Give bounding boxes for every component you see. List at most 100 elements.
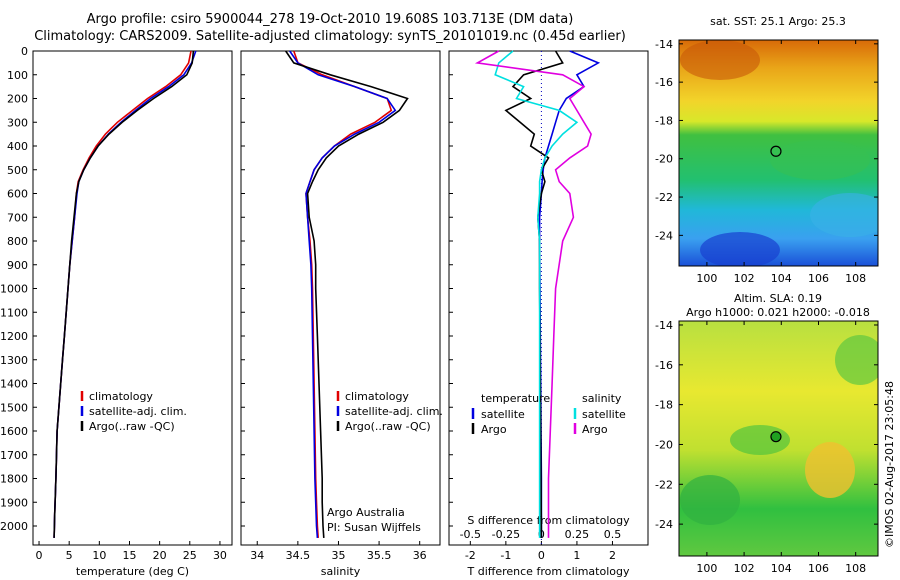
sst-map-patch (770, 140, 870, 180)
sst-map (678, 39, 879, 267)
legend-label: Argo (481, 423, 507, 436)
map-lon-label: 104 (771, 272, 792, 285)
series-line (285, 50, 409, 538)
depth-tick-label: 0 (21, 45, 28, 58)
x-tick-label: 35.5 (367, 549, 392, 562)
depth-tick-label: 200 (7, 93, 28, 106)
map-lat-label: -20 (655, 438, 673, 451)
depth-tick-label: 700 (7, 211, 28, 224)
x-tick-label: 1 (573, 549, 580, 562)
series-line (289, 50, 397, 538)
depth-tick-label: 1700 (0, 449, 28, 462)
depth-tick-label: 2000 (0, 520, 28, 533)
s-tick-label: 0.5 (604, 528, 622, 541)
depth-tick-label: 1500 (0, 401, 28, 414)
series-line (53, 50, 192, 538)
annotation-text: PI: Susan Wijffels (327, 521, 421, 534)
x-tick-label: 0 (36, 549, 43, 562)
x-tick-label: 36 (413, 549, 427, 562)
x-axis-label: temperature (deg C) (76, 565, 189, 578)
map-lat-label: -18 (655, 399, 673, 412)
x-tick-label: 35 (331, 549, 345, 562)
x-tick-label: -2 (465, 549, 476, 562)
x-tick-label: -1 (500, 549, 511, 562)
map-lon-label: 104 (771, 562, 792, 575)
map-lat-label: -24 (655, 229, 673, 242)
sla-map-frame (678, 320, 879, 557)
s-tick-label: 0.25 (565, 528, 590, 541)
depth-tick-label: 1300 (0, 354, 28, 367)
legend-label: climatology (345, 390, 409, 403)
series-line (53, 50, 195, 538)
depth-tick-label: 1800 (0, 473, 28, 486)
sla-map-patch (835, 335, 878, 385)
map-lon-label: 100 (696, 562, 717, 575)
sla-map-title: Altim. SLA: 0.19 (734, 292, 822, 305)
sla-map-patch (680, 475, 740, 525)
x-tick-label: 5 (66, 549, 73, 562)
sst-map-patch (700, 232, 780, 266)
x-tick-label: 0 (538, 549, 545, 562)
legend-heading: temperature (481, 392, 550, 405)
depth-tick-label: 1100 (0, 306, 28, 319)
depth-tick-label: 100 (7, 69, 28, 82)
map-lon-label: 102 (734, 272, 755, 285)
map-lat-label: -24 (655, 518, 673, 531)
sla-map (678, 320, 879, 557)
s-tick-label: -0.25 (492, 528, 520, 541)
depth-tick-label: 1000 (0, 283, 28, 296)
annotation-text: Argo Australia (327, 506, 405, 519)
depth-tick-label: 800 (7, 235, 28, 248)
map-lat-label: -14 (655, 319, 673, 332)
legend-label: climatology (89, 390, 153, 403)
x-tick-label: 2 (609, 549, 616, 562)
sla-map-patch (730, 425, 790, 455)
map-lat-label: -14 (655, 38, 673, 51)
title-line-1: Argo profile: csiro 5900044_278 19-Oct-2… (86, 12, 574, 27)
series-line (504, 50, 564, 538)
map-lon-label: 102 (734, 562, 755, 575)
sst-map-patch (680, 40, 760, 80)
map-lon-label: 106 (808, 562, 829, 575)
sst-map-title: sat. SST: 25.1 Argo: 25.3 (710, 15, 846, 28)
x-tick-label: 25 (183, 549, 197, 562)
series-line (53, 50, 197, 538)
x-axis-label: T difference from climatology (467, 565, 630, 578)
temperature-plot-frame (32, 50, 233, 546)
map-lat-label: -18 (655, 114, 673, 127)
depth-tick-label: 300 (7, 116, 28, 129)
salinity-plot-frame (240, 50, 441, 546)
x-tick-label: 15 (122, 549, 136, 562)
map-lon-label: 106 (808, 272, 829, 285)
legend-label: satellite (582, 408, 626, 421)
x-tick-label: 34.5 (286, 549, 311, 562)
depth-tick-label: 1400 (0, 378, 28, 391)
map-lat-label: -16 (655, 76, 673, 89)
sla-map-title: Argo h1000: 0.021 h2000: -0.018 (686, 306, 870, 319)
depth-tick-label: 400 (7, 140, 28, 153)
x-tick-label: 10 (92, 549, 106, 562)
chart-elements: 0100200300400500600700800900100011001200… (0, 15, 896, 578)
depth-tick-label: 600 (7, 188, 28, 201)
map-lat-label: -22 (655, 478, 673, 491)
credit-text: ©IMOS 02-Aug-2017 23:05:48 (883, 381, 896, 548)
x-tick-label: 30 (213, 549, 227, 562)
difference-plot-frame (448, 50, 649, 546)
map-lat-label: -16 (655, 359, 673, 372)
legend-label: Argo(..raw -QC) (89, 420, 175, 433)
sst-map-patch (810, 193, 878, 237)
sst-map-frame (678, 39, 879, 267)
map-lon-label: 100 (696, 272, 717, 285)
legend-label: Argo (582, 423, 608, 436)
title-line-2: Climatology: CARS2009. Satellite-adjuste… (34, 29, 626, 44)
depth-tick-label: 1900 (0, 496, 28, 509)
x-tick-label: 20 (153, 549, 167, 562)
legend-label: satellite-adj. clim. (89, 405, 187, 418)
depth-tick-label: 1200 (0, 330, 28, 343)
map-lon-label: 108 (845, 272, 866, 285)
argo-position-marker (770, 145, 782, 157)
depth-tick-label: 900 (7, 259, 28, 272)
depth-tick-label: 500 (7, 164, 28, 177)
legend-heading: salinity (582, 392, 622, 405)
